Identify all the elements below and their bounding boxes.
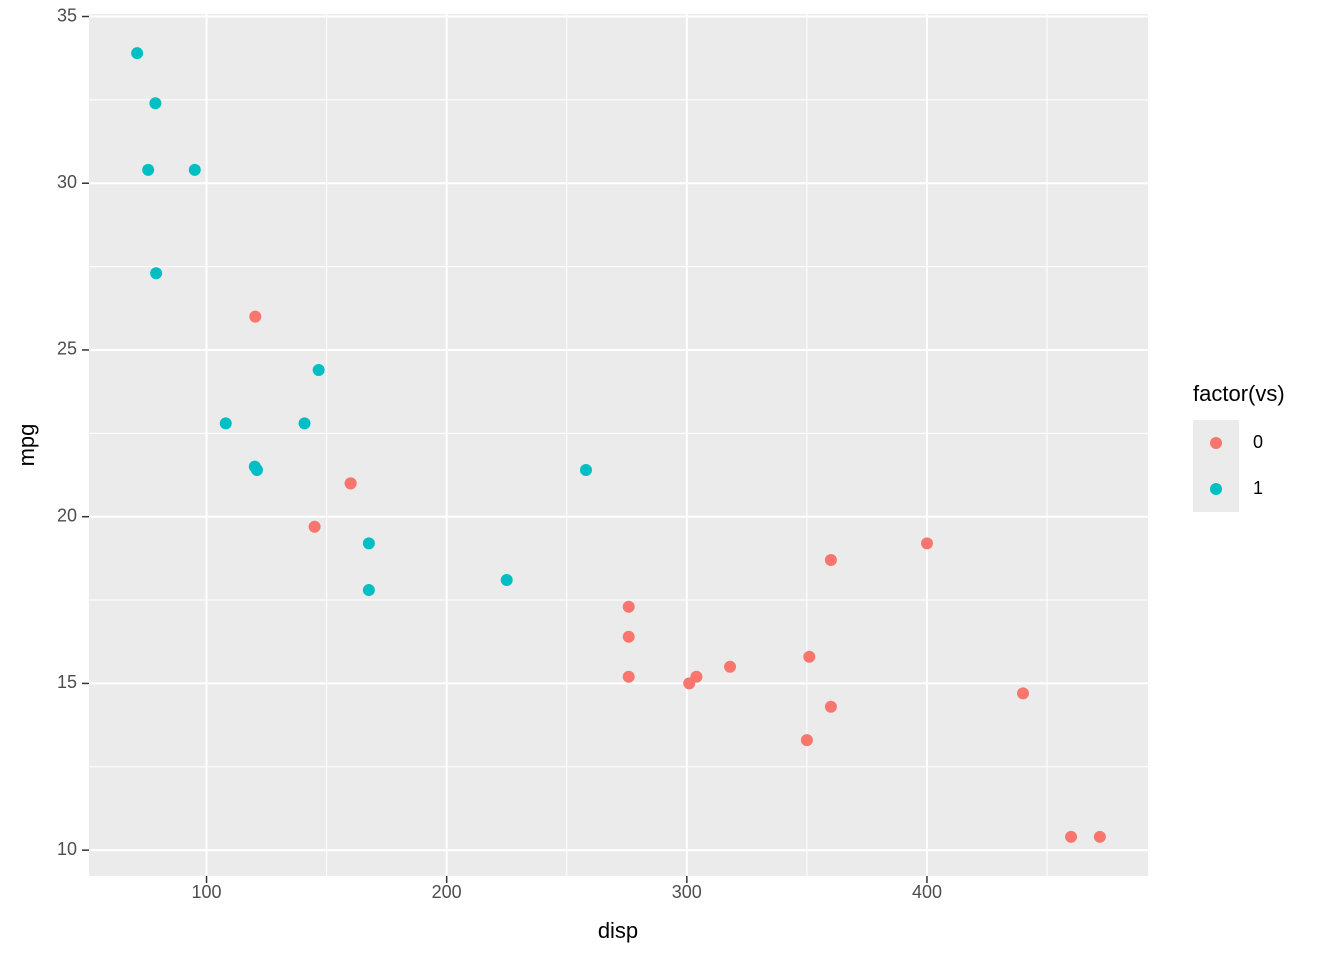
point	[1093, 830, 1106, 843]
point	[298, 417, 311, 430]
point	[1065, 830, 1078, 843]
point	[500, 574, 513, 587]
point	[312, 363, 325, 376]
point	[308, 520, 321, 533]
legend-keys	[1193, 420, 1239, 512]
point	[362, 584, 375, 597]
point	[724, 660, 737, 673]
point	[800, 734, 813, 747]
point	[150, 267, 163, 280]
x-tick-label: 200	[432, 882, 462, 902]
legend-key	[1210, 483, 1222, 495]
point	[1017, 687, 1030, 700]
x-tick-label: 400	[912, 882, 942, 902]
point	[824, 700, 837, 713]
point	[149, 97, 162, 110]
y-tick-label: 15	[57, 672, 77, 692]
point	[579, 464, 592, 477]
legend-key	[1210, 437, 1222, 449]
point	[920, 537, 933, 550]
y-tick-label: 20	[57, 505, 77, 525]
point	[622, 630, 635, 643]
legend-label: 0	[1253, 432, 1263, 452]
x-tick-label: 100	[192, 882, 222, 902]
y-axis-title: mpg	[14, 424, 39, 467]
legend-title: factor(vs)	[1193, 381, 1285, 406]
y-tick-label: 25	[57, 339, 77, 359]
point	[131, 47, 144, 60]
point	[824, 554, 837, 567]
y-tick-label: 30	[57, 172, 77, 192]
x-tick-label: 300	[672, 882, 702, 902]
point	[803, 650, 816, 663]
x-axis-title: disp	[598, 918, 638, 943]
point	[344, 477, 357, 490]
point	[622, 670, 635, 683]
y-tick-label: 10	[57, 839, 77, 859]
point	[142, 163, 155, 176]
point	[683, 677, 696, 690]
point	[219, 417, 232, 430]
point	[622, 600, 635, 613]
point	[188, 163, 201, 176]
legend-label: 1	[1253, 478, 1263, 498]
point	[250, 464, 263, 477]
panel	[89, 14, 1148, 876]
point	[362, 537, 375, 550]
y-tick-label: 35	[57, 5, 77, 25]
point	[249, 310, 262, 323]
